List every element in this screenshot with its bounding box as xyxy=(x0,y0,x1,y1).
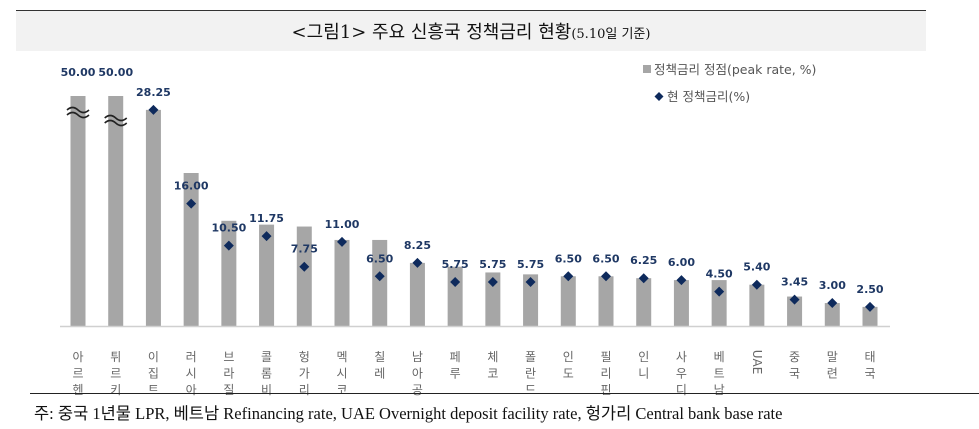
chart-title-text: <그림1> 주요 신흥국 정책금리 현황 xyxy=(291,22,572,43)
current-rate-marker-브라질 xyxy=(223,240,234,251)
bar-러시아 xyxy=(183,173,199,326)
chart-title-date: (5.10일 기준) xyxy=(571,27,651,42)
data-label-태국: 2.50 xyxy=(856,283,883,296)
data-label-인니: 6.25 xyxy=(630,254,657,267)
current-rate-marker-헝가리 xyxy=(299,261,310,272)
data-label-필리핀: 6.50 xyxy=(592,252,619,265)
bar-페루 xyxy=(447,266,463,326)
current-rate-marker-폴란드 xyxy=(525,277,536,288)
data-label-이집트: 28.25 xyxy=(136,86,171,99)
bar-멕시코 xyxy=(334,239,350,326)
current-rate-marker-이집트 xyxy=(148,104,159,115)
current-rate-marker-말련 xyxy=(827,298,838,309)
data-label-사우디: 6.00 xyxy=(668,256,695,269)
bar-인니 xyxy=(636,278,652,326)
axis-break-icon xyxy=(104,114,128,127)
current-rate-marker-중국 xyxy=(789,294,800,305)
current-rate-marker-칠레 xyxy=(374,271,385,282)
data-label-남아공: 8.25 xyxy=(404,239,431,252)
bar-칠레 xyxy=(372,239,388,326)
data-label-칠레: 6.50 xyxy=(366,252,393,265)
data-label-멕시코: 11.00 xyxy=(325,218,360,231)
current-rate-marker-남아공 xyxy=(412,257,423,268)
bar-튀르키 xyxy=(108,96,124,326)
axis-break-icon xyxy=(66,106,90,119)
legend-diamond-swatch xyxy=(654,92,664,101)
legend-bar-swatch xyxy=(643,65,651,73)
x-tick-label-UAE: UAE xyxy=(750,350,764,375)
current-rate-marker-베트남 xyxy=(714,286,725,297)
current-rate-marker-러시아 xyxy=(186,198,197,209)
bar-체코 xyxy=(485,272,501,326)
current-rate-marker-UAE xyxy=(751,279,762,290)
bar-중국 xyxy=(787,296,803,326)
current-rate-marker-인니 xyxy=(638,273,649,284)
bar-폴란드 xyxy=(523,274,539,326)
data-label-말련: 3.00 xyxy=(819,279,846,292)
legend-peak-label: 정책금리 정점(peak rate, %) xyxy=(654,62,816,77)
current-rate-marker-인도 xyxy=(563,271,574,282)
data-label-UAE: 5.40 xyxy=(743,261,770,274)
legend-current-label: 현 정책금리(%) xyxy=(667,89,750,104)
bar-인도 xyxy=(560,276,576,326)
data-label-러시아: 16.00 xyxy=(174,180,209,193)
bar-헝가리 xyxy=(296,226,312,326)
data-label-베트남: 4.50 xyxy=(706,268,733,281)
bar-사우디 xyxy=(673,280,689,326)
bar-아르헨 xyxy=(70,96,86,326)
bar-이집트 xyxy=(145,109,161,326)
bar-남아공 xyxy=(409,262,425,326)
bar-태국 xyxy=(862,306,878,326)
data-label-체코: 5.75 xyxy=(479,258,506,271)
data-label-인도: 6.50 xyxy=(555,252,582,265)
bar-브라질 xyxy=(221,220,237,326)
current-rate-marker-멕시코 xyxy=(337,236,347,247)
data-label-헝가리: 7.75 xyxy=(291,243,318,256)
footnote: 주: 중국 1년물 LPR, 베트남 Refinancing rate, UAE… xyxy=(34,404,783,423)
chart-title: <그림1> 주요 신흥국 정책금리 현황(5.10일 기준) xyxy=(292,18,651,44)
bar-UAE xyxy=(749,284,765,326)
footnote-divider xyxy=(30,393,979,394)
data-label-폴란드: 5.75 xyxy=(517,258,544,271)
data-label-콜롬비: 11.75 xyxy=(249,212,284,225)
bar-말련 xyxy=(824,303,840,326)
current-rate-marker-페루 xyxy=(450,277,461,288)
data-label-중국: 3.45 xyxy=(781,276,808,289)
current-rate-marker-필리핀 xyxy=(601,271,611,282)
current-rate-marker-체코 xyxy=(487,277,498,288)
legend: 정책금리 정점(peak rate, %) 현 정책금리(%) xyxy=(643,62,816,104)
data-label-페루: 5.75 xyxy=(442,258,469,271)
current-rate-marker-사우디 xyxy=(676,275,687,286)
current-rate-marker-태국 xyxy=(865,301,875,312)
bar-콜롬비 xyxy=(259,224,275,326)
data-label-튀르키: 50.00 xyxy=(98,66,133,79)
current-rate-marker-콜롬비 xyxy=(261,231,272,242)
bar-필리핀 xyxy=(598,276,614,326)
data-label-아르헨: 50.00 xyxy=(61,66,96,79)
data-label-브라질: 10.50 xyxy=(211,222,246,235)
chart-title-box: <그림1> 주요 신흥국 정책금리 현황(5.10일 기준) xyxy=(16,10,926,51)
